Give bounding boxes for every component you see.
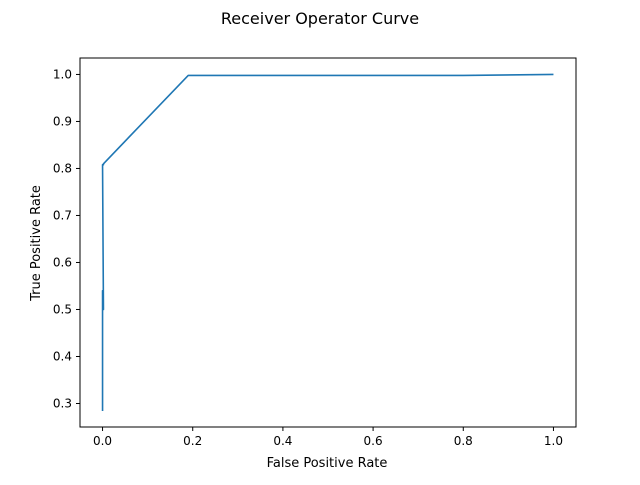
y-tick-label: 0.9 [53,114,72,128]
x-tick-label: 0.8 [454,434,473,448]
y-axis-label: True Positive Rate [29,185,44,302]
y-tick-label: 0.6 [53,255,72,269]
plot-frame [79,57,577,428]
series-layer [101,73,554,412]
x-axis-label: False Positive Rate [267,456,388,471]
x-tick-label: 0.2 [183,434,202,448]
y-axis: 0.3 0.4 0.5 0.6 0.7 0.8 0.9 1.0 [53,67,80,410]
y-tick-label: 0.5 [53,302,72,316]
y-tick-label: 0.3 [53,396,72,410]
y-tick-label: 1.0 [53,67,72,81]
plot-area [79,57,577,428]
x-tick-label: 0.0 [93,434,112,448]
y-tick-label: 0.7 [53,208,72,222]
y-tick-label: 0.8 [53,161,72,175]
x-tick-label: 0.4 [273,434,292,448]
y-tick-label: 0.4 [53,349,72,363]
x-tick-label: 1.0 [544,434,563,448]
chart-title: Receiver Operator Curve [221,9,419,28]
x-tick-label: 0.6 [364,434,383,448]
roc-curve-line [101,73,554,412]
x-axis: 0.0 0.2 0.4 0.6 0.8 1.0 [93,427,563,448]
